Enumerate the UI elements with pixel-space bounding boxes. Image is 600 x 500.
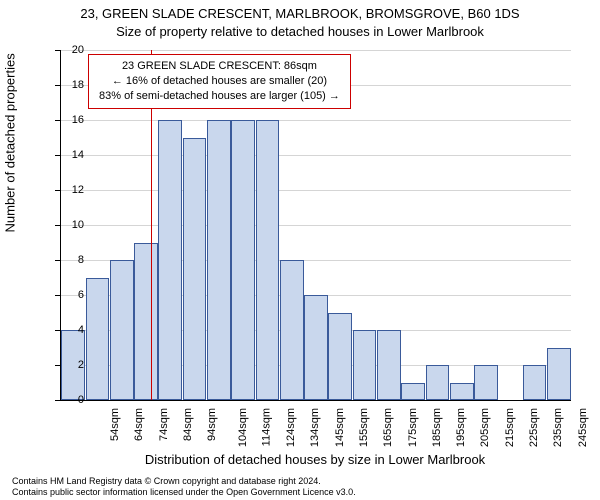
annotation-line3: 83% of semi-detached houses are larger (… — [99, 89, 340, 104]
bar — [523, 365, 547, 400]
x-axis-title: Distribution of detached houses by size … — [60, 452, 570, 467]
y-tick — [55, 365, 61, 366]
bar — [377, 330, 401, 400]
bar — [280, 260, 304, 400]
x-tick-label: 64sqm — [133, 408, 145, 441]
y-tick-label: 0 — [78, 394, 84, 406]
bar — [110, 260, 134, 400]
y-tick — [55, 120, 61, 121]
bar — [353, 330, 377, 400]
bar — [86, 278, 110, 401]
chart-title-line1: 23, GREEN SLADE CRESCENT, MARLBROOK, BRO… — [0, 6, 600, 21]
bar — [304, 295, 328, 400]
bar — [134, 243, 158, 401]
x-tick-label: 215sqm — [504, 408, 516, 447]
y-tick — [55, 190, 61, 191]
y-tick-label: 8 — [78, 254, 84, 266]
y-tick-label: 20 — [72, 44, 84, 56]
x-tick-label: 155sqm — [358, 408, 370, 447]
y-tick — [55, 85, 61, 86]
y-tick-label: 10 — [72, 219, 84, 231]
x-tick-label: 145sqm — [334, 408, 346, 447]
x-tick-label: 225sqm — [528, 408, 540, 447]
annotation-line1: 23 GREEN SLADE CRESCENT: 86sqm — [99, 59, 340, 74]
bar — [474, 365, 498, 400]
y-tick-label: 2 — [78, 359, 84, 371]
y-tick — [55, 225, 61, 226]
y-tick — [55, 330, 61, 331]
x-tick-label: 94sqm — [206, 408, 218, 441]
x-tick-label: 205sqm — [480, 408, 492, 447]
footer-line1: Contains HM Land Registry data © Crown c… — [12, 476, 356, 487]
bar — [450, 383, 474, 401]
y-tick-label: 16 — [72, 114, 84, 126]
x-tick-label: 54sqm — [109, 408, 121, 441]
y-tick — [55, 295, 61, 296]
x-tick-label: 134sqm — [310, 408, 322, 447]
x-tick-label: 185sqm — [431, 408, 443, 447]
bar — [328, 313, 352, 401]
chart-title-line2: Size of property relative to detached ho… — [0, 24, 600, 39]
annotation-line2: ← 16% of detached houses are smaller (20… — [99, 74, 340, 89]
bar — [158, 120, 182, 400]
bar — [207, 120, 231, 400]
x-tick-label: 195sqm — [455, 408, 467, 447]
x-tick-label: 84sqm — [182, 408, 194, 441]
y-tick-label: 14 — [72, 149, 84, 161]
bar — [401, 383, 425, 401]
bar — [256, 120, 280, 400]
y-tick-label: 12 — [72, 184, 84, 196]
bar — [426, 365, 450, 400]
footer-attribution: Contains HM Land Registry data © Crown c… — [12, 476, 356, 498]
y-tick — [55, 260, 61, 261]
bar — [183, 138, 207, 401]
x-tick-label: 74sqm — [158, 408, 170, 441]
x-tick-label: 235sqm — [552, 408, 564, 447]
grid-line — [61, 225, 571, 226]
x-tick-label: 245sqm — [577, 408, 589, 447]
grid-line — [61, 190, 571, 191]
y-tick-label: 18 — [72, 79, 84, 91]
x-tick-label: 114sqm — [260, 408, 272, 446]
x-tick-label: 165sqm — [382, 408, 394, 447]
grid-line — [61, 155, 571, 156]
x-tick-label: 175sqm — [407, 408, 419, 447]
y-tick-label: 6 — [78, 289, 84, 301]
grid-line — [61, 120, 571, 121]
x-tick-label: 124sqm — [285, 408, 297, 447]
y-tick — [55, 155, 61, 156]
x-tick-label: 104sqm — [237, 408, 249, 447]
bar — [231, 120, 255, 400]
grid-line — [61, 50, 571, 51]
y-tick — [55, 400, 61, 401]
bar — [547, 348, 571, 401]
footer-line2: Contains public sector information licen… — [12, 487, 356, 498]
y-axis-title: Number of detached properties — [3, 53, 18, 232]
chart-container: 23, GREEN SLADE CRESCENT, MARLBROOK, BRO… — [0, 0, 600, 500]
y-tick-label: 4 — [78, 324, 84, 336]
y-tick — [55, 50, 61, 51]
annotation-box: 23 GREEN SLADE CRESCENT: 86sqm← 16% of d… — [88, 54, 351, 109]
